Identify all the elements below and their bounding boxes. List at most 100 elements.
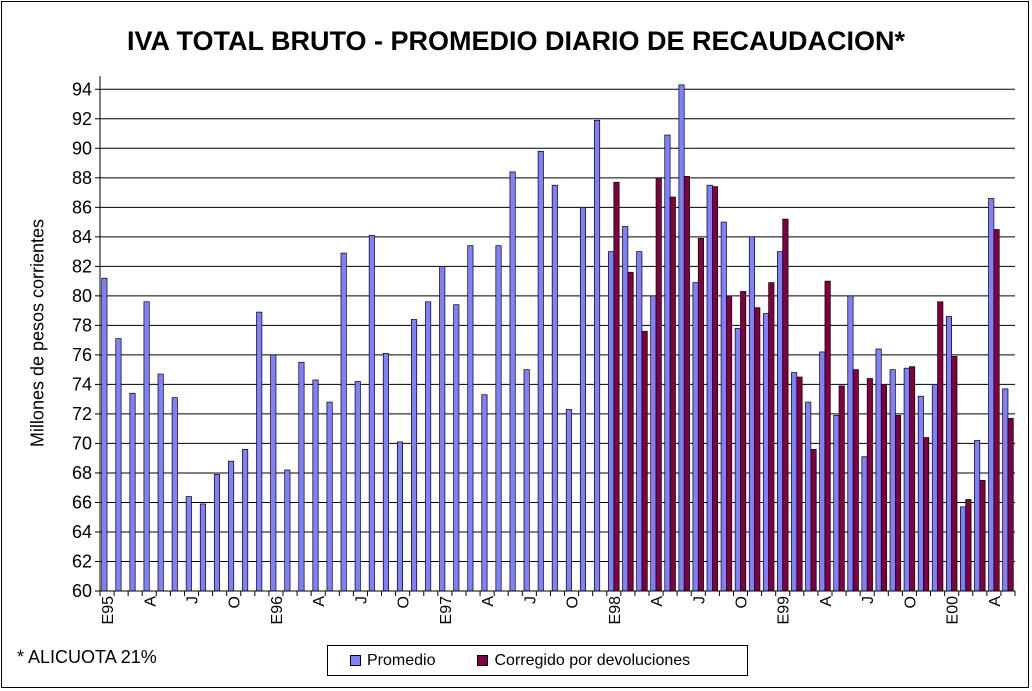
bar-corregido — [641, 330, 648, 592]
x-tick-label: A — [649, 596, 666, 607]
footnote: * ALICUOTA 21% — [17, 647, 157, 667]
bar-promedio — [692, 282, 699, 592]
bar-corregido — [754, 307, 761, 592]
bar-promedio — [889, 369, 896, 592]
bar-corregido — [852, 369, 859, 592]
bar-corregido — [880, 384, 887, 592]
bar-corregido — [866, 378, 873, 592]
bar-promedio — [495, 245, 502, 592]
bar-promedio — [101, 277, 108, 592]
x-tick-label: A — [987, 596, 1004, 607]
legend: Promedio Corregido por devoluciones — [327, 645, 748, 676]
bar-promedio — [509, 171, 516, 592]
x-tick-label: A — [480, 596, 497, 607]
y-tick-label: 68 — [72, 463, 92, 483]
x-tick-label: E99 — [776, 596, 793, 625]
y-tick-label: 82 — [72, 256, 92, 276]
bar-corregido — [909, 366, 916, 592]
bar-promedio — [917, 395, 924, 592]
legend-item-corregido: Corregido por devoluciones — [477, 652, 690, 670]
bar-promedio — [931, 384, 938, 592]
bar-promedio — [312, 379, 319, 592]
bar-corregido — [613, 181, 620, 592]
bar-promedio — [1002, 388, 1009, 592]
x-tick-label: E98 — [607, 596, 624, 625]
bar-promedio — [143, 301, 150, 592]
bar-corregido — [768, 282, 775, 592]
y-tick-label: 86 — [72, 197, 92, 217]
bar-corregido — [697, 237, 704, 592]
y-tick-label: 62 — [72, 551, 92, 571]
x-tick-label: O — [396, 596, 413, 608]
x-tick-label: J — [522, 596, 539, 604]
x-tick-label: E96 — [269, 596, 286, 625]
bar-promedio — [270, 354, 277, 592]
bar-promedio — [748, 236, 755, 592]
bar-corregido — [740, 291, 747, 592]
bar-promedio — [256, 311, 263, 592]
bar-promedio — [988, 198, 995, 592]
legend-item-promedio: Promedio — [350, 652, 435, 670]
legend-swatch-corregido — [477, 655, 489, 666]
bar-promedio — [706, 184, 713, 592]
x-tick-label: A — [818, 596, 835, 607]
axes — [99, 76, 1016, 596]
bar-corregido — [965, 499, 972, 592]
bar-promedio — [523, 369, 530, 592]
bar-corregido — [993, 229, 1000, 592]
bar-promedio — [945, 316, 953, 592]
bar-promedio — [481, 394, 488, 592]
x-tick-label: O — [227, 596, 244, 608]
bar-promedio — [608, 251, 615, 592]
bar-promedio — [354, 381, 361, 592]
bar-corregido — [726, 295, 733, 592]
bar-corregido — [655, 177, 662, 592]
bar-corregido — [838, 385, 845, 592]
x-tick-label: J — [185, 596, 202, 604]
y-tick-label: 80 — [72, 286, 92, 306]
bar-promedio — [551, 184, 558, 592]
bar-promedio — [242, 448, 249, 592]
y-tick-label: 92 — [72, 109, 92, 129]
bar-corregido — [683, 175, 690, 592]
bar-promedio — [382, 353, 389, 592]
bar-promedio — [847, 295, 854, 592]
y-tick-label: 66 — [72, 492, 92, 512]
bar-promedio — [368, 235, 375, 592]
bar-promedio — [762, 313, 770, 592]
x-tick-label: E95 — [100, 596, 117, 625]
bar-promedio — [720, 221, 727, 592]
bar-promedio — [185, 496, 192, 592]
bar-corregido — [669, 196, 676, 592]
y-tick-label: 76 — [72, 345, 92, 365]
bar-corregido — [937, 301, 944, 592]
y-tick-label: 94 — [72, 79, 92, 99]
legend-label-promedio: Promedio — [367, 651, 436, 669]
bar-promedio — [396, 441, 404, 592]
bar-corregido — [923, 437, 930, 592]
x-tick-label: E97 — [438, 596, 455, 625]
bar-promedio — [453, 304, 460, 592]
bar-corregido — [894, 415, 902, 592]
y-tick-label: 84 — [72, 227, 92, 247]
bar-promedio — [298, 361, 305, 592]
bar-promedio — [805, 401, 812, 592]
bar-promedio — [636, 251, 643, 592]
bar-promedio — [594, 119, 601, 592]
legend-label-corregido: Corregido por devoluciones — [494, 651, 691, 669]
bar-promedio — [129, 392, 136, 592]
bar-promedio — [565, 409, 572, 592]
legend-swatch-promedio — [350, 655, 361, 666]
bar-promedio — [734, 327, 741, 592]
bar-corregido — [711, 186, 719, 592]
bar-promedio — [903, 367, 910, 592]
bar-promedio — [171, 397, 178, 592]
y-tick-label: 74 — [72, 374, 92, 394]
x-tick-label: O — [734, 596, 751, 608]
x-tick-label: E00 — [945, 596, 962, 625]
x-tick-label: O — [565, 596, 582, 608]
bar-promedio — [833, 415, 840, 592]
bar-promedio — [199, 503, 206, 592]
bar-promedio — [650, 295, 657, 592]
